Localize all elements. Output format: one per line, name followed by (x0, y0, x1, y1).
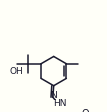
Text: N: N (50, 90, 57, 99)
Text: HN: HN (53, 98, 67, 107)
Text: OH: OH (10, 66, 23, 75)
Text: O: O (81, 108, 89, 112)
